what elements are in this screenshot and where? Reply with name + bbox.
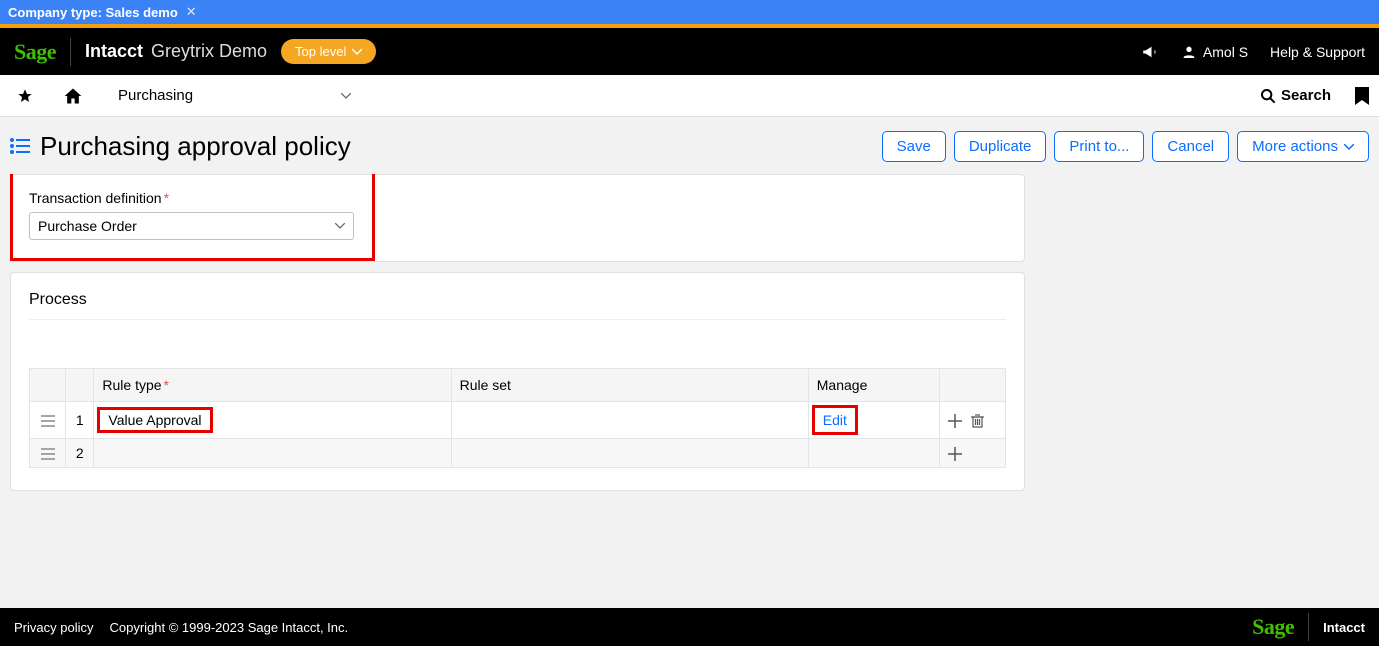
more-actions-button[interactable]: More actions bbox=[1237, 131, 1369, 162]
bookmark-icon[interactable] bbox=[1355, 86, 1369, 104]
search-icon bbox=[1260, 88, 1276, 104]
manage-highlight: Edit bbox=[812, 405, 858, 435]
company-type-banner: Company type: Sales demo ✕ bbox=[0, 0, 1379, 24]
transaction-def-select[interactable]: Purchase Order bbox=[29, 212, 354, 240]
user-menu[interactable]: Amol S bbox=[1181, 44, 1248, 60]
privacy-policy-link[interactable]: Privacy policy bbox=[14, 620, 93, 635]
announcements-icon[interactable] bbox=[1141, 43, 1159, 61]
rule-type-highlight: Value Approval bbox=[97, 407, 212, 433]
footer-divider bbox=[1308, 613, 1309, 641]
table-row: 1 Value Approval Edit bbox=[30, 402, 1006, 439]
app-header: Sage Intacct Greytrix Demo Top level Amo… bbox=[0, 28, 1379, 75]
print-button[interactable]: Print to... bbox=[1054, 131, 1144, 162]
chevron-down-icon bbox=[335, 223, 345, 229]
more-actions-label: More actions bbox=[1252, 138, 1338, 155]
manage-cell bbox=[808, 439, 939, 468]
app-footer: Privacy policy Copyright © 1999-2023 Sag… bbox=[0, 608, 1379, 646]
required-asterisk: * bbox=[164, 190, 169, 206]
favorite-icon[interactable] bbox=[10, 87, 40, 104]
drag-handle-icon[interactable] bbox=[30, 439, 66, 468]
col-rule-set: Rule set bbox=[451, 369, 808, 402]
col-actions bbox=[939, 369, 1005, 402]
home-icon[interactable] bbox=[58, 86, 88, 106]
transaction-definition-panel: Transaction definition* Purchase Order bbox=[10, 174, 1025, 262]
chevron-down-icon bbox=[352, 47, 362, 57]
duplicate-button[interactable]: Duplicate bbox=[954, 131, 1047, 162]
top-level-label: Top level bbox=[295, 44, 346, 59]
list-menu-icon[interactable] bbox=[10, 138, 30, 156]
transaction-def-label: Transaction definition* bbox=[29, 190, 354, 206]
sage-logo: Sage bbox=[14, 39, 56, 65]
nav-bar: Purchasing Search bbox=[0, 75, 1379, 117]
chevron-down-icon bbox=[341, 93, 351, 99]
add-row-icon[interactable] bbox=[948, 445, 962, 461]
delete-row-icon[interactable] bbox=[971, 412, 984, 428]
user-icon bbox=[1181, 44, 1197, 60]
module-name: Purchasing bbox=[118, 87, 193, 104]
transaction-def-highlight: Transaction definition* Purchase Order bbox=[10, 174, 375, 261]
module-selector[interactable]: Purchasing bbox=[118, 87, 351, 104]
table-row: 2 bbox=[30, 439, 1006, 468]
footer-sage-logo: Sage bbox=[1252, 614, 1294, 640]
header-divider bbox=[70, 38, 71, 66]
transaction-def-value: Purchase Order bbox=[38, 218, 137, 234]
drag-handle-icon[interactable] bbox=[30, 402, 66, 439]
process-table: Rule type* Rule set Manage 1 Value Appro… bbox=[29, 368, 1006, 468]
page-title-row: Purchasing approval policy Save Duplicat… bbox=[0, 117, 1379, 174]
rule-type-cell[interactable] bbox=[94, 439, 451, 468]
add-row-icon[interactable] bbox=[948, 412, 966, 428]
edit-link[interactable]: Edit bbox=[819, 410, 851, 430]
rule-set-cell[interactable] bbox=[451, 402, 808, 439]
search-label: Search bbox=[1281, 87, 1331, 104]
copyright-text: Copyright © 1999-2023 Sage Intacct, Inc. bbox=[109, 620, 348, 635]
col-manage: Manage bbox=[808, 369, 939, 402]
chevron-down-icon bbox=[1344, 144, 1354, 150]
banner-close-icon[interactable]: ✕ bbox=[186, 4, 197, 20]
banner-label: Company type: Sales demo bbox=[8, 5, 178, 20]
search-button[interactable]: Search bbox=[1260, 87, 1331, 104]
rule-type-cell[interactable]: Value Approval bbox=[94, 402, 451, 439]
product-name: Intacct bbox=[85, 41, 143, 62]
footer-product: Intacct bbox=[1323, 620, 1365, 635]
user-name: Amol S bbox=[1203, 44, 1248, 60]
help-support-link[interactable]: Help & Support bbox=[1270, 44, 1365, 60]
page-title: Purchasing approval policy bbox=[40, 131, 351, 162]
top-level-button[interactable]: Top level bbox=[281, 39, 376, 64]
save-button[interactable]: Save bbox=[882, 131, 946, 162]
col-rule-type: Rule type* bbox=[94, 369, 451, 402]
required-asterisk: * bbox=[164, 377, 169, 393]
col-num bbox=[66, 369, 94, 402]
process-panel: Process Rule type* Rule set Manage bbox=[10, 272, 1025, 491]
col-drag bbox=[30, 369, 66, 402]
company-name: Greytrix Demo bbox=[151, 41, 267, 62]
row-number: 2 bbox=[66, 439, 94, 468]
manage-cell: Edit bbox=[808, 402, 939, 439]
cancel-button[interactable]: Cancel bbox=[1152, 131, 1229, 162]
rule-set-cell[interactable] bbox=[451, 439, 808, 468]
process-title: Process bbox=[29, 291, 1006, 320]
row-number: 1 bbox=[66, 402, 94, 439]
